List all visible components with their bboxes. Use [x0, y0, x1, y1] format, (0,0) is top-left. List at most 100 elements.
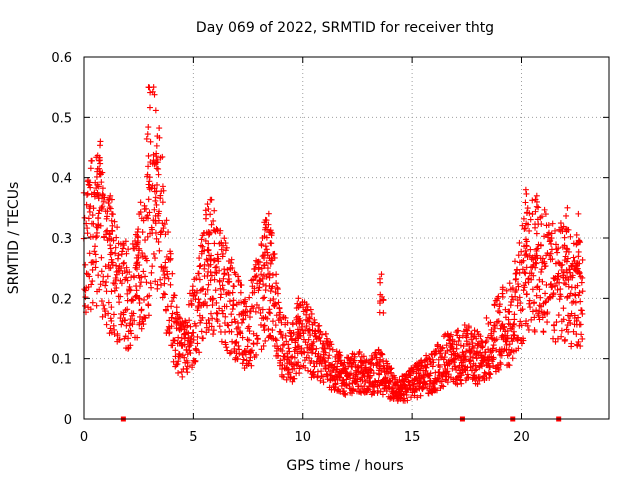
data-point — [487, 319, 494, 326]
data-point — [253, 351, 260, 358]
data-point — [205, 326, 212, 333]
data-point — [527, 216, 534, 223]
data-point — [181, 335, 188, 342]
data-point — [238, 319, 245, 326]
data-point — [306, 326, 313, 333]
data-point — [272, 322, 279, 329]
data-point — [440, 383, 447, 390]
data-point — [140, 268, 147, 275]
data-point — [186, 317, 193, 324]
data-point — [167, 250, 174, 257]
data-point — [570, 254, 577, 261]
data-point — [522, 186, 529, 193]
data-point — [103, 321, 110, 328]
data-point — [91, 193, 98, 200]
data-point — [285, 366, 292, 373]
data-point — [92, 251, 99, 258]
data-point — [261, 327, 268, 334]
data-point — [478, 338, 485, 345]
data-point — [126, 283, 133, 290]
data-point — [149, 263, 156, 270]
data-point — [152, 197, 159, 204]
data-point — [542, 211, 549, 218]
data-point — [509, 355, 516, 362]
data-point — [88, 281, 95, 288]
data-point — [97, 138, 104, 145]
data-point — [567, 313, 574, 320]
data-point — [207, 269, 214, 276]
data-point — [257, 310, 264, 317]
data-point — [146, 104, 153, 111]
data-point — [311, 316, 318, 323]
data-point — [108, 304, 115, 311]
data-point — [549, 283, 556, 290]
data-point — [102, 263, 109, 270]
data-point — [377, 300, 384, 307]
data-point — [254, 340, 261, 347]
data-point — [319, 373, 326, 380]
data-point — [133, 266, 140, 273]
data-point — [184, 322, 191, 329]
data-point — [222, 329, 229, 336]
data-point — [564, 255, 571, 262]
data-point — [539, 255, 546, 262]
data-point — [167, 281, 174, 288]
data-point — [282, 314, 289, 321]
data-point — [273, 271, 280, 278]
data-point — [268, 240, 275, 247]
data-point — [205, 281, 212, 288]
data-point — [82, 261, 89, 268]
data-point — [90, 233, 97, 240]
data-point — [241, 348, 248, 355]
data-point — [264, 315, 271, 322]
data-point — [193, 289, 200, 296]
data-point — [577, 321, 584, 328]
data-point — [92, 234, 99, 241]
data-point — [181, 354, 188, 361]
data-point — [237, 289, 244, 296]
data-point — [252, 308, 259, 315]
data-point — [144, 131, 151, 138]
data-points — [80, 84, 586, 422]
data-point — [210, 295, 217, 302]
data-point — [328, 341, 335, 348]
data-point — [478, 363, 485, 370]
data-point — [491, 301, 498, 308]
data-point — [469, 343, 476, 350]
data-point — [125, 335, 132, 342]
data-point — [294, 362, 301, 369]
data-point — [120, 242, 127, 249]
data-point — [127, 316, 134, 323]
data-point — [145, 84, 152, 91]
data-point — [161, 274, 168, 281]
data-point — [427, 370, 434, 377]
data-point — [517, 318, 524, 325]
data-point — [506, 362, 513, 369]
data-point — [87, 184, 94, 191]
data-point — [359, 377, 366, 384]
data-point — [123, 250, 130, 257]
data-point — [168, 314, 175, 321]
data-point — [162, 259, 169, 266]
data-point — [84, 230, 91, 237]
data-point — [214, 310, 221, 317]
data-point — [213, 263, 220, 270]
data-point — [295, 295, 302, 302]
data-point — [108, 317, 115, 324]
data-point — [304, 341, 311, 348]
data-point — [558, 327, 565, 334]
data-point — [93, 185, 100, 192]
data-point — [219, 310, 226, 317]
data-point — [513, 287, 520, 294]
data-point — [343, 376, 350, 383]
data-point — [544, 319, 551, 326]
data-point — [116, 299, 123, 306]
data-point — [228, 259, 235, 266]
data-point — [462, 356, 469, 363]
data-point — [272, 336, 279, 343]
data-point — [554, 276, 561, 283]
data-point — [146, 174, 153, 181]
data-point — [422, 380, 429, 387]
data-point — [205, 246, 212, 253]
data-point — [498, 352, 505, 359]
